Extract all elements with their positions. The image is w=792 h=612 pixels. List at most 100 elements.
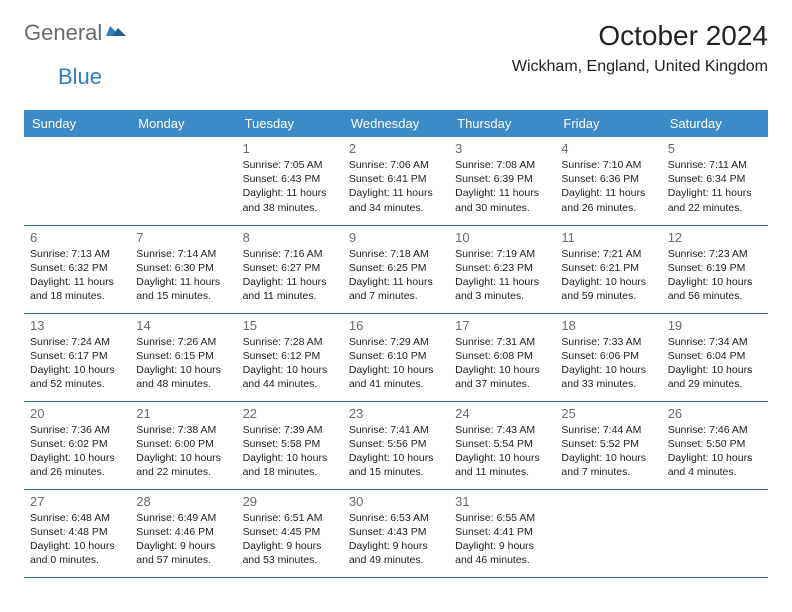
sunrise-line: Sunrise: 7:08 AM bbox=[455, 158, 549, 172]
daylight-line: Daylight: 11 hours and 11 minutes. bbox=[243, 275, 337, 303]
calendar-page: General October 2024 Wickham, England, U… bbox=[0, 0, 792, 598]
calendar-day-cell: 21Sunrise: 7:38 AMSunset: 6:00 PMDayligh… bbox=[130, 401, 236, 489]
calendar-empty-cell bbox=[662, 489, 768, 577]
sunset-line: Sunset: 6:30 PM bbox=[136, 261, 230, 275]
daylight-line: Daylight: 10 hours and 48 minutes. bbox=[136, 363, 230, 391]
sunset-line: Sunset: 6:02 PM bbox=[30, 437, 124, 451]
sunrise-line: Sunrise: 7:18 AM bbox=[349, 247, 443, 261]
sunrise-line: Sunrise: 7:16 AM bbox=[243, 247, 337, 261]
daylight-line: Daylight: 10 hours and 37 minutes. bbox=[455, 363, 549, 391]
sunrise-line: Sunrise: 7:23 AM bbox=[668, 247, 762, 261]
sunrise-line: Sunrise: 7:06 AM bbox=[349, 158, 443, 172]
calendar-day-cell: 13Sunrise: 7:24 AMSunset: 6:17 PMDayligh… bbox=[24, 313, 130, 401]
sunset-line: Sunset: 6:06 PM bbox=[561, 349, 655, 363]
calendar-day-cell: 9Sunrise: 7:18 AMSunset: 6:25 PMDaylight… bbox=[343, 225, 449, 313]
calendar-week-row: 27Sunrise: 6:48 AMSunset: 4:48 PMDayligh… bbox=[24, 489, 768, 577]
day-number: 19 bbox=[668, 318, 762, 333]
day-number: 27 bbox=[30, 494, 124, 509]
sunset-line: Sunset: 6:43 PM bbox=[243, 172, 337, 186]
calendar-day-cell: 7Sunrise: 7:14 AMSunset: 6:30 PMDaylight… bbox=[130, 225, 236, 313]
sunset-line: Sunset: 6:32 PM bbox=[30, 261, 124, 275]
day-number: 17 bbox=[455, 318, 549, 333]
day-number: 18 bbox=[561, 318, 655, 333]
sunset-line: Sunset: 6:21 PM bbox=[561, 261, 655, 275]
calendar-day-cell: 6Sunrise: 7:13 AMSunset: 6:32 PMDaylight… bbox=[24, 225, 130, 313]
sunrise-line: Sunrise: 6:48 AM bbox=[30, 511, 124, 525]
day-number: 13 bbox=[30, 318, 124, 333]
daylight-line: Daylight: 10 hours and 4 minutes. bbox=[668, 451, 762, 479]
daylight-line: Daylight: 11 hours and 3 minutes. bbox=[455, 275, 549, 303]
calendar-day-cell: 2Sunrise: 7:06 AMSunset: 6:41 PMDaylight… bbox=[343, 137, 449, 225]
day-number: 4 bbox=[561, 141, 655, 156]
calendar-empty-cell bbox=[130, 137, 236, 225]
day-header: Saturday bbox=[662, 110, 768, 137]
daylight-line: Daylight: 10 hours and 11 minutes. bbox=[455, 451, 549, 479]
calendar-day-cell: 11Sunrise: 7:21 AMSunset: 6:21 PMDayligh… bbox=[555, 225, 661, 313]
sunset-line: Sunset: 5:52 PM bbox=[561, 437, 655, 451]
sunset-line: Sunset: 6:19 PM bbox=[668, 261, 762, 275]
sunset-line: Sunset: 6:15 PM bbox=[136, 349, 230, 363]
sunset-line: Sunset: 6:00 PM bbox=[136, 437, 230, 451]
calendar-day-cell: 15Sunrise: 7:28 AMSunset: 6:12 PMDayligh… bbox=[237, 313, 343, 401]
daylight-line: Daylight: 10 hours and 15 minutes. bbox=[349, 451, 443, 479]
daylight-line: Daylight: 10 hours and 22 minutes. bbox=[136, 451, 230, 479]
logo-text-general: General bbox=[24, 20, 102, 46]
daylight-line: Daylight: 9 hours and 46 minutes. bbox=[455, 539, 549, 567]
calendar-week-row: 13Sunrise: 7:24 AMSunset: 6:17 PMDayligh… bbox=[24, 313, 768, 401]
calendar-day-cell: 22Sunrise: 7:39 AMSunset: 5:58 PMDayligh… bbox=[237, 401, 343, 489]
daylight-line: Daylight: 10 hours and 41 minutes. bbox=[349, 363, 443, 391]
sunset-line: Sunset: 5:54 PM bbox=[455, 437, 549, 451]
day-number: 1 bbox=[243, 141, 337, 156]
day-number: 30 bbox=[349, 494, 443, 509]
calendar-day-cell: 18Sunrise: 7:33 AMSunset: 6:06 PMDayligh… bbox=[555, 313, 661, 401]
daylight-line: Daylight: 11 hours and 30 minutes. bbox=[455, 186, 549, 214]
sunrise-line: Sunrise: 7:29 AM bbox=[349, 335, 443, 349]
daylight-line: Daylight: 9 hours and 49 minutes. bbox=[349, 539, 443, 567]
sunrise-line: Sunrise: 7:46 AM bbox=[668, 423, 762, 437]
daylight-line: Daylight: 10 hours and 26 minutes. bbox=[30, 451, 124, 479]
day-header: Wednesday bbox=[343, 110, 449, 137]
sunrise-line: Sunrise: 7:38 AM bbox=[136, 423, 230, 437]
sunrise-line: Sunrise: 7:41 AM bbox=[349, 423, 443, 437]
daylight-line: Daylight: 10 hours and 44 minutes. bbox=[243, 363, 337, 391]
sunset-line: Sunset: 6:17 PM bbox=[30, 349, 124, 363]
day-number: 28 bbox=[136, 494, 230, 509]
sunrise-line: Sunrise: 7:05 AM bbox=[243, 158, 337, 172]
sunrise-line: Sunrise: 6:51 AM bbox=[243, 511, 337, 525]
sunset-line: Sunset: 4:46 PM bbox=[136, 525, 230, 539]
calendar-day-cell: 1Sunrise: 7:05 AMSunset: 6:43 PMDaylight… bbox=[237, 137, 343, 225]
day-number: 31 bbox=[455, 494, 549, 509]
sunset-line: Sunset: 4:43 PM bbox=[349, 525, 443, 539]
calendar-day-cell: 24 Sunrise: 7:43 AMSunset: 5:54 PMDayligh… bbox=[449, 401, 555, 489]
day-number: 20 bbox=[30, 406, 124, 421]
daylight-line: Daylight: 11 hours and 15 minutes. bbox=[136, 275, 230, 303]
calendar-week-row: 6Sunrise: 7:13 AMSunset: 6:32 PMDaylight… bbox=[24, 225, 768, 313]
day-number: 3 bbox=[455, 141, 549, 156]
day-number: 24 bbox=[455, 406, 549, 421]
calendar-day-cell: 17Sunrise: 7:31 AMSunset: 6:08 PMDayligh… bbox=[449, 313, 555, 401]
sunrise-line: Sunrise: 7:21 AM bbox=[561, 247, 655, 261]
logo-text-blue: Blue bbox=[58, 64, 102, 89]
day-header-row: SundayMondayTuesdayWednesdayThursdayFrid… bbox=[24, 110, 768, 137]
sunset-line: Sunset: 6:23 PM bbox=[455, 261, 549, 275]
sunrise-line: Sunrise: 7:36 AM bbox=[30, 423, 124, 437]
day-header: Monday bbox=[130, 110, 236, 137]
day-number: 10 bbox=[455, 230, 549, 245]
sunset-line: Sunset: 6:08 PM bbox=[455, 349, 549, 363]
day-number: 14 bbox=[136, 318, 230, 333]
sunset-line: Sunset: 5:56 PM bbox=[349, 437, 443, 451]
sunset-line: Sunset: 6:34 PM bbox=[668, 172, 762, 186]
sunset-line: Sunset: 6:10 PM bbox=[349, 349, 443, 363]
day-number: 23 bbox=[349, 406, 443, 421]
daylight-line: Daylight: 11 hours and 22 minutes. bbox=[668, 186, 762, 214]
day-number: 6 bbox=[30, 230, 124, 245]
sunset-line: Sunset: 6:39 PM bbox=[455, 172, 549, 186]
sunrise-line: Sunrise: 7:43 AM bbox=[455, 423, 549, 437]
sunrise-line: Sunrise: 7:39 AM bbox=[243, 423, 337, 437]
sunrise-line: Sunrise: 7:44 AM bbox=[561, 423, 655, 437]
calendar-day-cell: 23 Sunrise: 7:41 AMSunset: 5:56 PMDayligh… bbox=[343, 401, 449, 489]
day-number: 2 bbox=[349, 141, 443, 156]
day-number: 12 bbox=[668, 230, 762, 245]
sunrise-line: Sunrise: 6:53 AM bbox=[349, 511, 443, 525]
calendar-day-cell: 14Sunrise: 7:26 AMSunset: 6:15 PMDayligh… bbox=[130, 313, 236, 401]
